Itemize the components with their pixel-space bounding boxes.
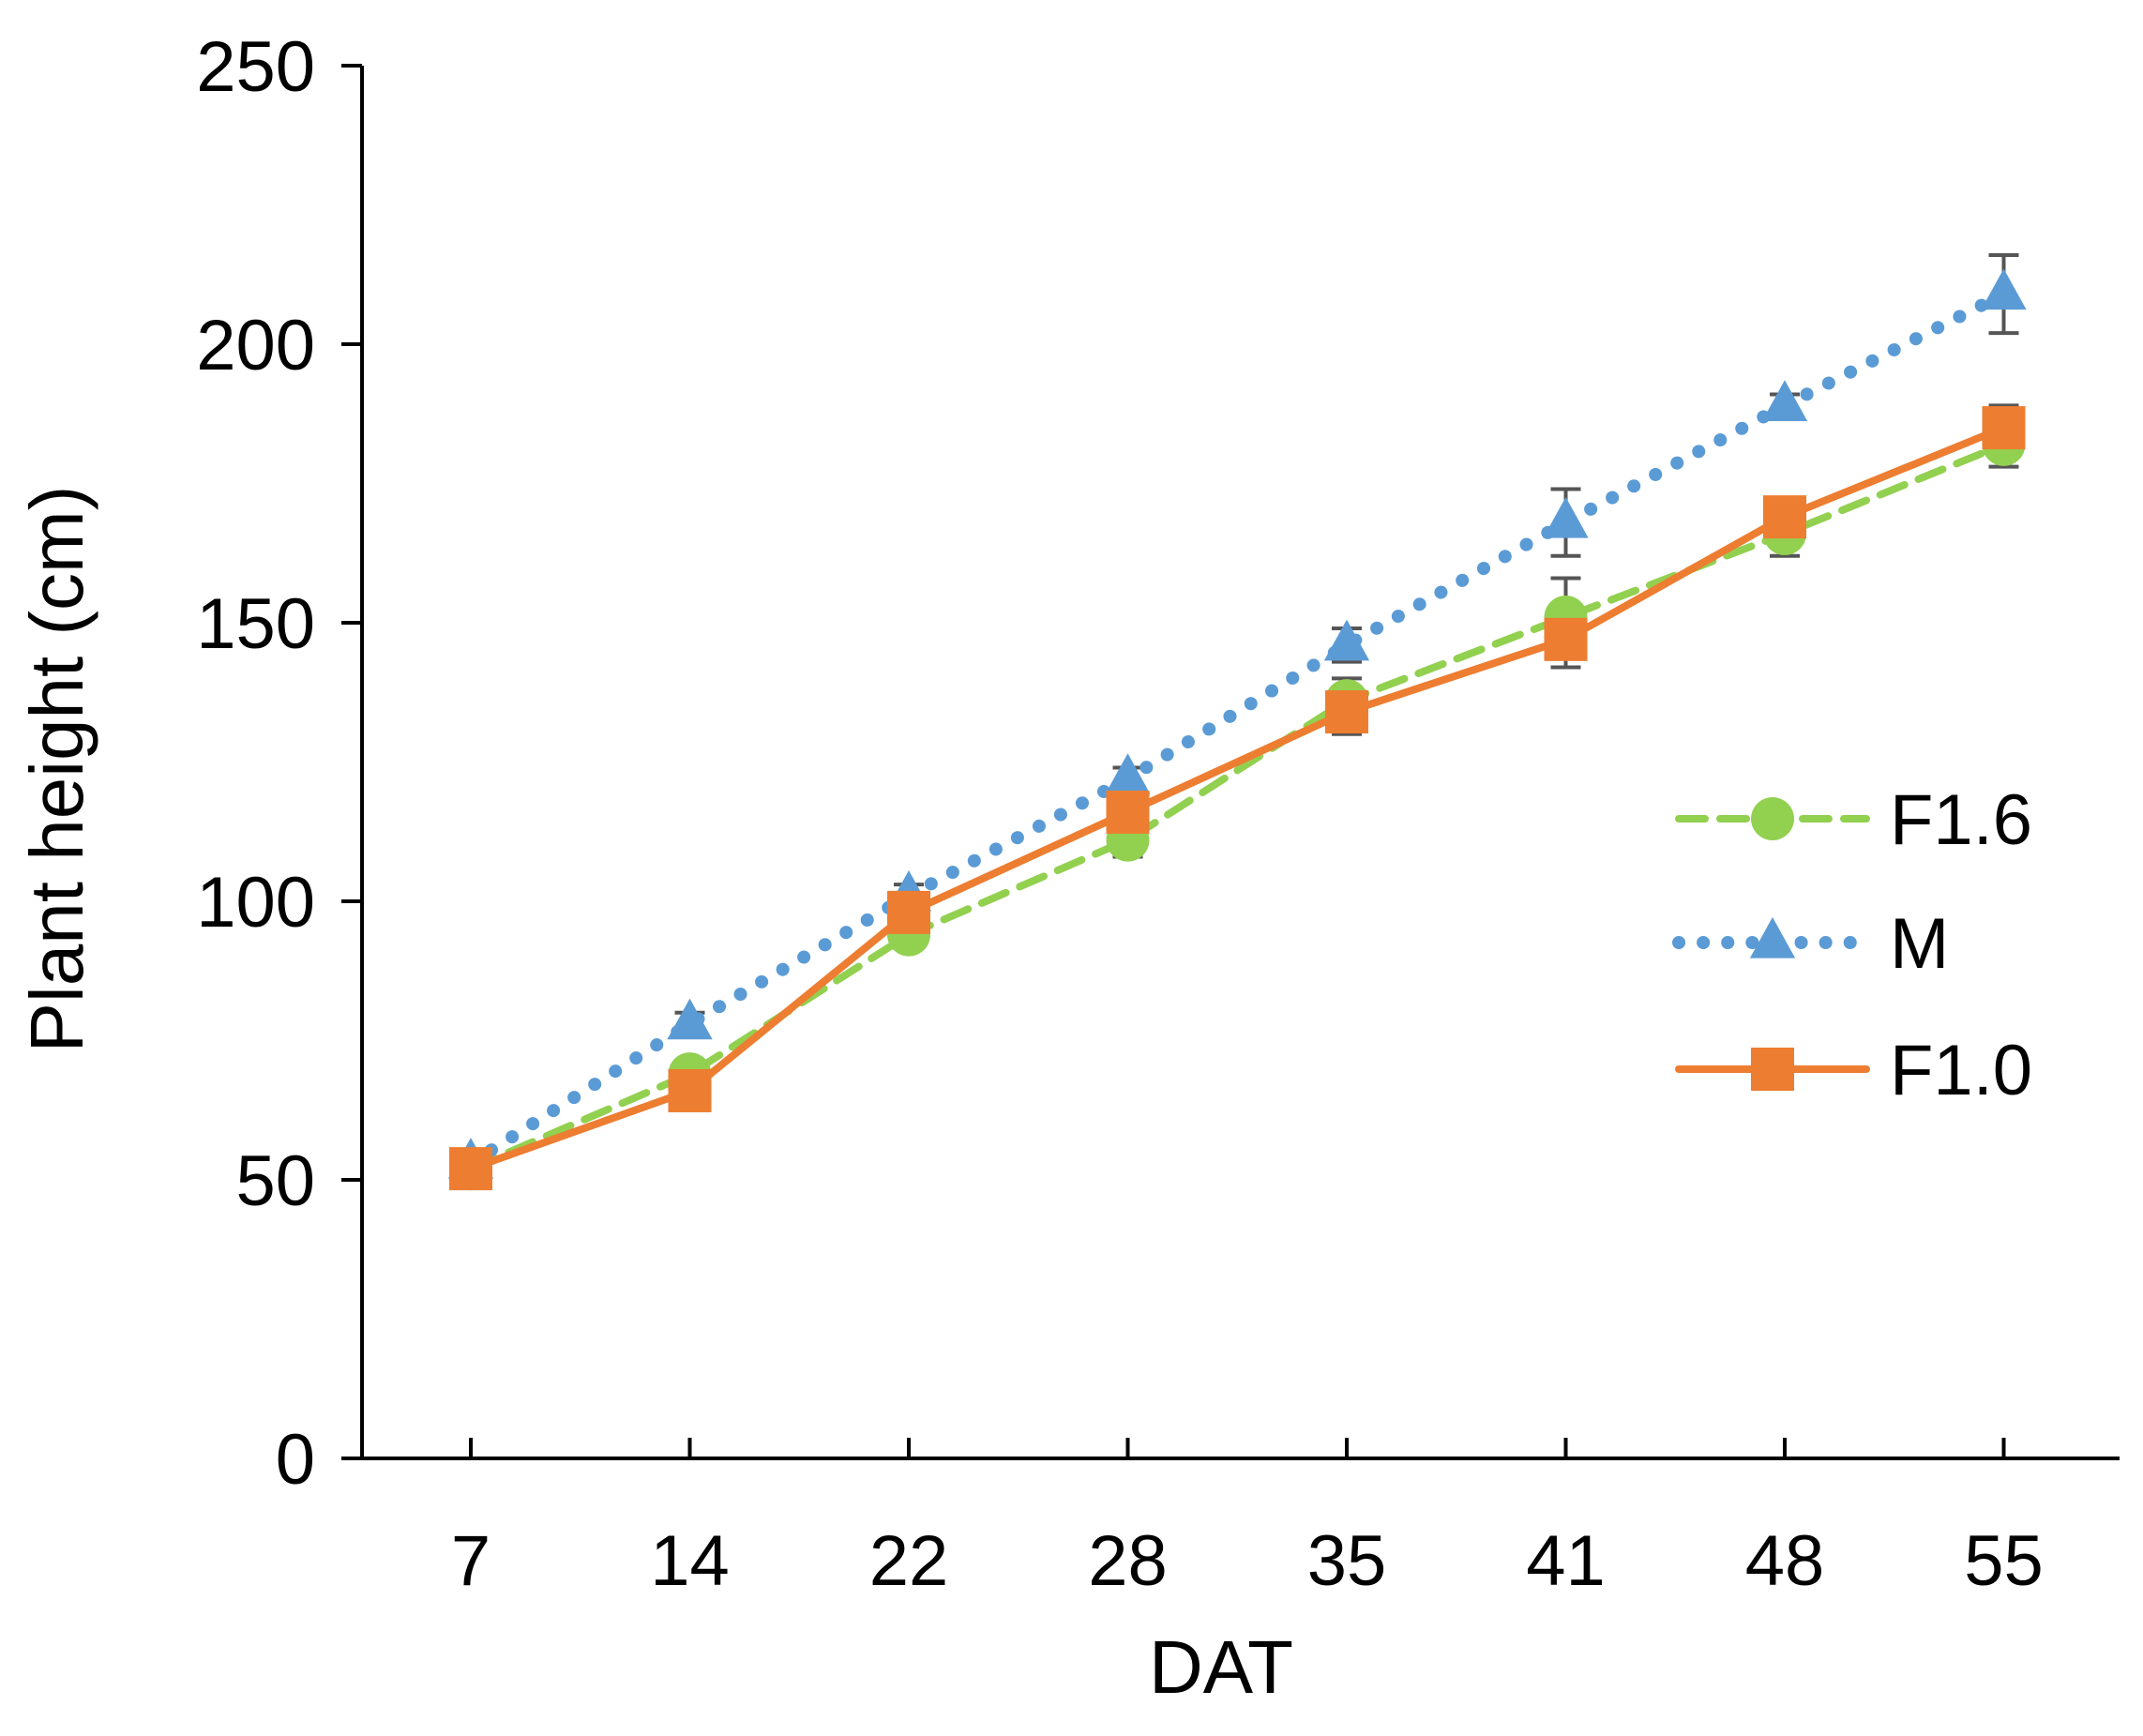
data-point-f1-0 — [887, 890, 930, 934]
legend: F1.6 M F1.0 — [1672, 780, 2032, 1110]
data-point-f1-0 — [668, 1068, 712, 1112]
y-tick-label: 0 — [276, 1420, 315, 1500]
x-tick-labels: 7 14 22 28 35 41 48 55 — [451, 1521, 2044, 1601]
legend-label: F1.0 — [1890, 1031, 2032, 1110]
x-tick-label: 48 — [1745, 1521, 1825, 1601]
y-tick-label: 250 — [196, 27, 315, 107]
legend-marker-m — [1749, 916, 1796, 959]
legend-marker-f1-6 — [1751, 797, 1794, 840]
legend-label: F1.6 — [1890, 780, 2032, 860]
axes — [341, 64, 2120, 1460]
x-tick-label: 35 — [1307, 1521, 1387, 1601]
y-axis-title: Plant height (cm) — [15, 486, 98, 1053]
data-point-f1-0 — [1982, 406, 2026, 450]
y-tick-labels: 0 50 100 150 200 250 — [196, 27, 315, 1500]
data-point-f1-0 — [1763, 495, 1806, 539]
x-axis-title: DAT — [1149, 1625, 1293, 1709]
series-lines — [464, 287, 2011, 1173]
data-point-m — [1323, 619, 1370, 661]
data-point-f1-0 — [1106, 790, 1150, 834]
legend-label: M — [1890, 904, 1949, 984]
x-tick-label: 14 — [650, 1521, 730, 1601]
x-tick-label: 7 — [451, 1521, 490, 1601]
y-tick-label: 200 — [196, 306, 315, 385]
data-point-m — [667, 998, 713, 1040]
series-line-f1-6 — [467, 440, 2008, 1173]
y-tick-label: 150 — [196, 584, 315, 664]
x-tick-label: 41 — [1526, 1521, 1606, 1601]
data-point-m — [1543, 496, 1589, 538]
y-tick-label: 50 — [235, 1141, 315, 1221]
x-tick-label: 55 — [1964, 1521, 2044, 1601]
x-tick-label: 22 — [869, 1521, 949, 1601]
y-tick-label: 100 — [196, 863, 315, 943]
data-point-m — [1981, 268, 2027, 310]
data-point-f1-0 — [1325, 690, 1368, 734]
data-point-m — [1761, 380, 1808, 421]
series-markers — [447, 268, 2027, 1191]
series-line-f1-0 — [467, 424, 2008, 1173]
data-point-f1-0 — [1544, 617, 1588, 661]
data-point-f1-0 — [449, 1147, 492, 1191]
data-point-m — [1105, 753, 1151, 794]
x-tick-label: 28 — [1088, 1521, 1168, 1601]
legend-marker-f1-0 — [1751, 1048, 1794, 1091]
